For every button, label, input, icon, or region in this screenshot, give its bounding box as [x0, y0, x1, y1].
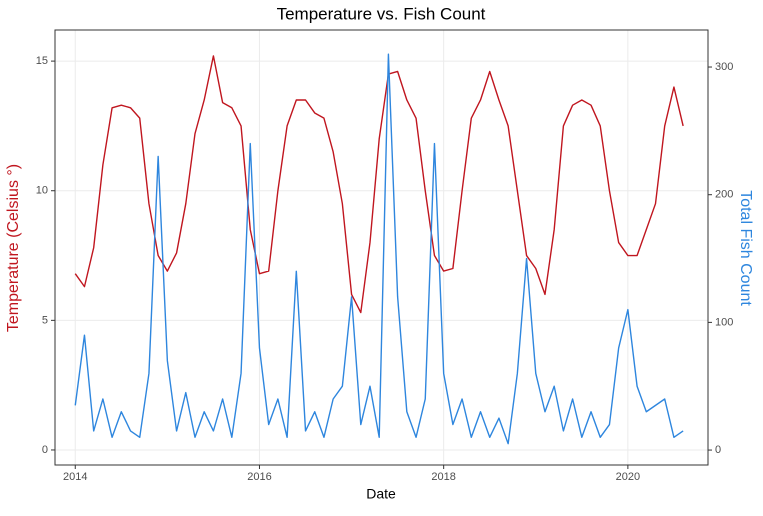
y-tick-label: 15 — [36, 55, 48, 67]
x-tick-label: 2018 — [431, 471, 455, 483]
plot-frame — [54, 29, 709, 466]
y-tick-label: 0 — [42, 444, 48, 456]
x-tick-label: 2020 — [616, 471, 640, 483]
chart-title: Temperature vs. Fish Count — [277, 4, 486, 23]
y2-tick-label: 100 — [715, 316, 733, 328]
y2-tick-label: 200 — [715, 189, 733, 201]
x-axis-label: Date — [366, 486, 396, 502]
x-tick-label: 2016 — [247, 471, 271, 483]
y2-tick-label: 300 — [715, 61, 733, 73]
y2-axis-label: Total Fish Count — [737, 190, 754, 306]
x-tick-label: 2014 — [63, 471, 87, 483]
y-axis-label: Temperature (Celsius °) — [5, 164, 22, 332]
line-series — [74, 53, 684, 445]
y-tick-label: 10 — [36, 185, 48, 197]
line-series — [74, 55, 684, 314]
y2-tick-label: 0 — [715, 444, 721, 456]
y-tick-label: 5 — [42, 314, 48, 326]
